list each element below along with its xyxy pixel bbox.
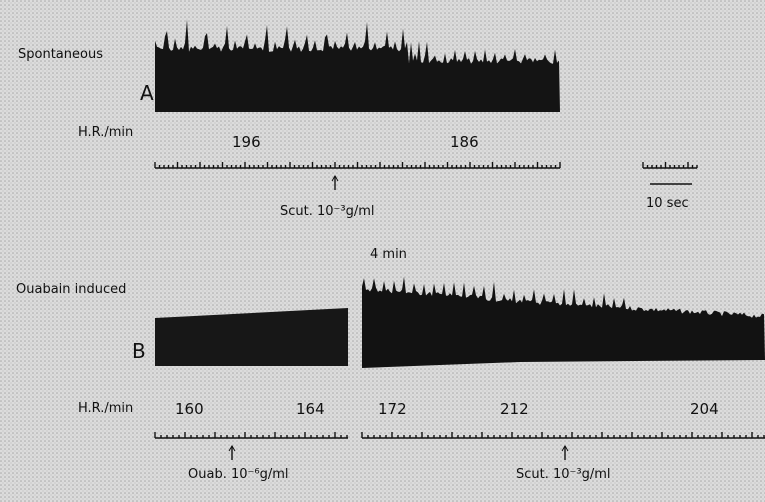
drug-label: Ouab. 10⁻⁶g/ml	[188, 467, 288, 482]
heart-rate: 212	[500, 400, 529, 418]
condition-label: Spontaneous	[18, 47, 103, 62]
panel-label: A	[140, 81, 154, 105]
heart-rate: 186	[450, 133, 479, 151]
figure: Spontaneous A H.R./min 196 186 Scut. 10⁻…	[0, 0, 765, 502]
heart-rate: 172	[378, 400, 407, 418]
drug-label: Scut. 10⁻³g/ml	[516, 467, 611, 482]
heart-rate: 204	[690, 400, 719, 418]
hr-label: H.R./min	[78, 401, 133, 416]
hr-label: H.R./min	[78, 125, 133, 140]
gap-label: 4 min	[370, 247, 407, 262]
condition-label: Ouabain induced	[16, 282, 126, 297]
heart-rate: 196	[232, 133, 261, 151]
heart-rate: 160	[175, 400, 204, 418]
scale-bar-label: 10 sec	[646, 196, 689, 211]
drug-label: Scut. 10⁻³g/ml	[280, 204, 375, 219]
panel-label: B	[132, 339, 146, 363]
recording-trace	[155, 308, 348, 366]
heart-rate: 164	[296, 400, 325, 418]
